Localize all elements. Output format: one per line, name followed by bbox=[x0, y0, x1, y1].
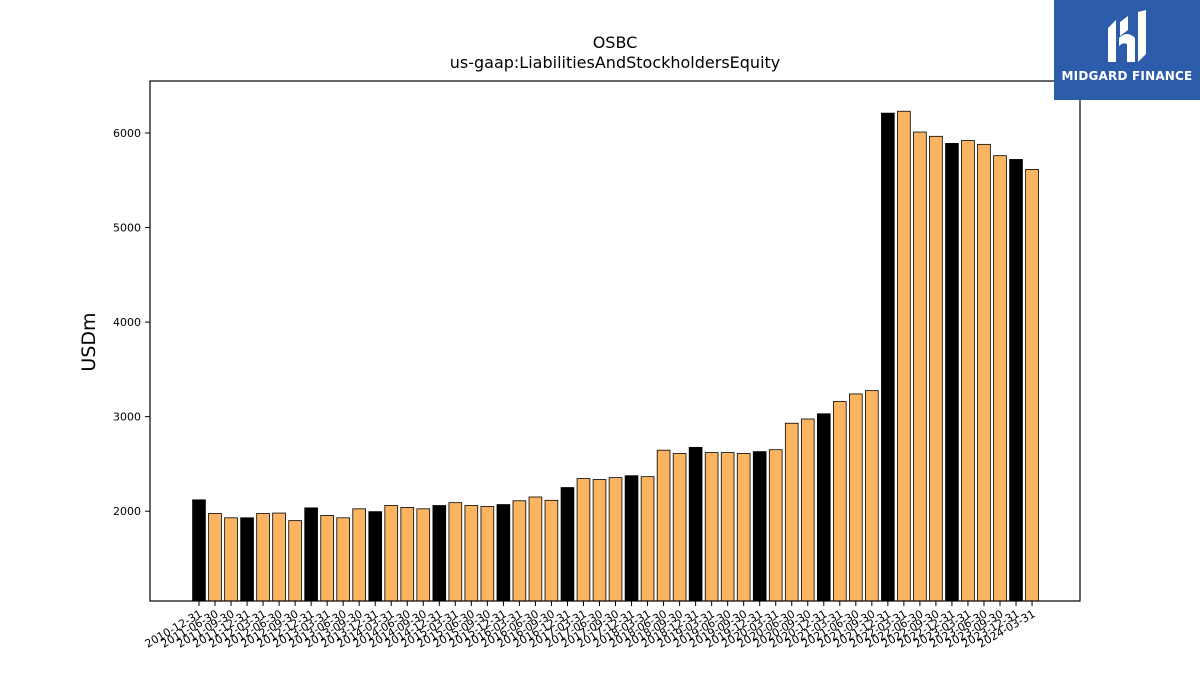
bar-2017-12-31 bbox=[640, 476, 655, 602]
bar-2016-12-31 bbox=[576, 478, 591, 602]
bar-2022-06-30 bbox=[929, 135, 943, 602]
bar-2012-12-31 bbox=[320, 515, 334, 602]
bar-2021-12-31 bbox=[897, 110, 911, 602]
bar-2011-06-30 bbox=[224, 517, 238, 602]
bar-2011-12-31 bbox=[256, 513, 270, 602]
bar-2018-12-31 bbox=[704, 452, 719, 602]
bar-2011-03-31 bbox=[208, 513, 222, 602]
x-axis-ticks: 2010-12-312011-06-302011-09-302011-12-31… bbox=[143, 601, 1038, 651]
bar-2013-09-30 bbox=[368, 511, 383, 602]
bar-2021-09-30 bbox=[881, 112, 895, 602]
bar-2023-06-30 bbox=[993, 155, 1007, 602]
midgard-logo-icon bbox=[1108, 10, 1146, 62]
bar-2013-06-30 bbox=[352, 508, 366, 602]
bar-2014-09-30 bbox=[432, 505, 447, 602]
bar-2018-03-31 bbox=[656, 449, 671, 602]
bar-2023-09-30 bbox=[1009, 159, 1023, 602]
bar-2020-03-31 bbox=[784, 422, 799, 602]
bar-2012-06-30 bbox=[288, 520, 302, 602]
bar-2022-09-30 bbox=[945, 142, 959, 602]
bar-2020-12-31 bbox=[833, 401, 847, 602]
y-tick-label: 2000 bbox=[113, 505, 141, 518]
bar-2016-06-30 bbox=[544, 499, 559, 602]
bar-2022-03-31 bbox=[913, 131, 927, 602]
bar-2015-09-30 bbox=[496, 504, 511, 602]
bar-2017-09-30 bbox=[624, 475, 639, 602]
y-axis-label: USDm bbox=[78, 312, 100, 371]
bar-2015-03-31 bbox=[464, 505, 479, 602]
bar-2021-03-31 bbox=[849, 393, 863, 602]
bar-2014-06-30 bbox=[416, 508, 431, 602]
y-tick-label: 3000 bbox=[113, 411, 141, 424]
bar-2015-06-30 bbox=[480, 506, 495, 602]
bars-group bbox=[192, 110, 1039, 602]
bar-2019-06-30 bbox=[736, 453, 751, 602]
bar-2019-12-31 bbox=[768, 449, 783, 602]
chart-title: OSBC bbox=[593, 33, 638, 52]
bar-2018-09-30 bbox=[688, 446, 703, 602]
y-tick-label: 5000 bbox=[113, 222, 141, 235]
y-axis-ticks: 2000 3000 4000 5000 6000 bbox=[113, 127, 150, 518]
bar-2016-03-31 bbox=[528, 496, 543, 602]
logo-text: MIDGARD FINANCE bbox=[1061, 69, 1193, 83]
bar-2013-03-31 bbox=[336, 517, 350, 602]
y-tick-label: 6000 bbox=[113, 127, 141, 140]
bar-2010-12-31 bbox=[192, 499, 206, 602]
bar-2017-06-30 bbox=[608, 477, 623, 602]
bar-2022-12-31 bbox=[961, 140, 975, 602]
chart-subtitle: us-gaap:LiabilitiesAndStockholdersEquity bbox=[450, 53, 781, 72]
bar-2011-09-30 bbox=[240, 517, 254, 602]
plot-frame bbox=[149, 80, 1081, 602]
bar-2018-06-30 bbox=[672, 453, 687, 602]
bar-2021-06-30 bbox=[865, 390, 879, 602]
bar-2016-09-30 bbox=[560, 487, 575, 602]
bar-2020-06-30 bbox=[800, 418, 815, 602]
bar-2012-03-31 bbox=[272, 512, 286, 602]
midgard-finance-logo: MIDGARD FINANCE bbox=[1054, 0, 1200, 100]
bar-2012-09-30 bbox=[304, 507, 318, 602]
bar-2019-09-30 bbox=[752, 451, 767, 602]
bar-2015-12-31 bbox=[512, 500, 527, 602]
bar-2017-03-31 bbox=[592, 479, 607, 602]
bar-2019-03-31 bbox=[720, 452, 735, 602]
bar-2013-12-31 bbox=[384, 505, 399, 602]
bar-2014-12-31 bbox=[448, 502, 463, 602]
bar-2020-09-30 bbox=[816, 413, 831, 602]
bar-2023-03-31 bbox=[977, 143, 991, 602]
bar-2023-12-31 bbox=[1025, 168, 1039, 602]
y-tick-label: 4000 bbox=[113, 316, 141, 329]
bar-2014-03-31 bbox=[400, 506, 415, 602]
